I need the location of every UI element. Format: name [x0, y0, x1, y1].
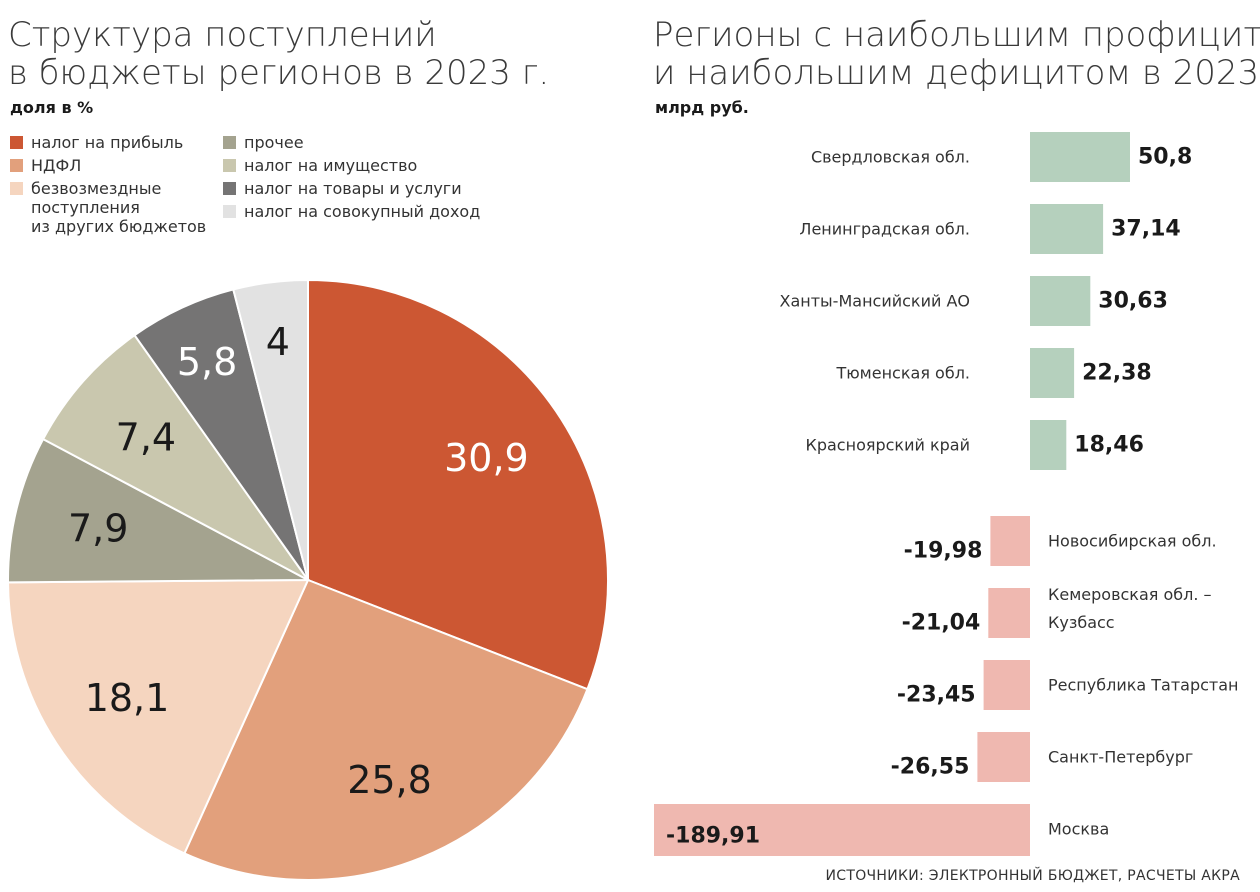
bar-unit-label: млрд руб. [655, 98, 749, 117]
bar-value-label: -23,45 [897, 683, 976, 708]
legend-swatch [10, 136, 23, 149]
legend-swatch [10, 182, 23, 195]
bar-value-label: 37,14 [1111, 217, 1181, 242]
pie-unit-label: доля в % [10, 98, 94, 117]
legend-item: налог на имущество [223, 156, 480, 175]
pie-slice-label: 5,8 [177, 340, 237, 384]
legend-item: НДФЛ [10, 156, 206, 175]
bar [1030, 204, 1104, 254]
bar-value-label: 22,38 [1082, 361, 1152, 386]
bar-category-label: Тюменская обл. [835, 364, 970, 383]
legend-swatch [10, 159, 23, 172]
bar-value-label: -19,98 [904, 539, 983, 564]
bar-chart: 50,8 Свердловская обл. 37,14 Ленинградская … [654, 132, 1239, 856]
pie-chart-title: Структура поступлений в бюджеты регионов… [8, 16, 549, 92]
legend-label: налог на прибыль [31, 133, 184, 152]
pie-slice [183, 578, 589, 881]
pie-slice-label: 7,9 [68, 507, 128, 551]
legend-label: прочее [244, 133, 304, 152]
bar-category-label: Республика Татарстан [1048, 676, 1239, 695]
bar-category-label: Санкт-Петербург [1048, 748, 1193, 767]
pie-title-line-1: Структура поступлений [8, 15, 437, 55]
bar-category-label: Москва [1048, 820, 1109, 839]
pie-slice [307, 278, 609, 691]
legend-label: налог на имущество [244, 156, 418, 175]
legend-item: налог на прибыль [10, 133, 206, 152]
legend-label: безвозмездные поступления из других бюдж… [31, 179, 207, 236]
bar-value-label: 30,63 [1098, 289, 1168, 314]
bar [983, 660, 1030, 710]
pie-slice [232, 278, 309, 581]
pie-slice-label: 18,1 [85, 676, 170, 720]
legend-item: прочее [223, 133, 480, 152]
bar [1030, 420, 1067, 470]
pie-slice [41, 333, 309, 581]
bar-category-label: Ханты-Мансийский АО [780, 292, 971, 311]
bar-value-label: 50,8 [1138, 145, 1192, 170]
bar [1030, 276, 1091, 326]
source-note: ИСТОЧНИКИ: ЭЛЕКТРОННЫЙ БЮДЖЕТ, РАСЧЕТЫ А… [825, 868, 1240, 884]
bar-value-label: -21,04 [902, 611, 981, 636]
bar [977, 732, 1030, 782]
legend-swatch [223, 159, 236, 172]
legend-column-2: прочее налог на имущество налог на товары … [223, 133, 480, 225]
pie-chart: 30,9 25,8 18,1 7,9 7,45,8 4 [7, 278, 609, 881]
legend-label: налог на совокупный доход [244, 202, 481, 221]
legend-swatch [223, 205, 236, 218]
bar-category-label: Новосибирская обл. [1048, 532, 1217, 551]
bar [990, 516, 1030, 566]
legend-label: налог на товары и услуги [244, 179, 462, 198]
bar-title-line-1: Регионы с наибольшим профицитом [653, 15, 1260, 55]
legend-item: безвозмездные поступления из других бюдж… [10, 179, 206, 236]
legend-label: НДФЛ [31, 156, 82, 175]
pie-slice-label: 25,8 [347, 758, 432, 802]
pie-title-line-2: в бюджеты регионов в 2023 г. [8, 53, 550, 93]
bar [1030, 348, 1075, 398]
bar [988, 588, 1030, 638]
legend-item: налог на товары и услуги [223, 179, 480, 198]
bar-category-label: Красноярский край [805, 436, 970, 455]
bar-title-line-2: и наибольшим дефицитом в 2023 г. [653, 53, 1260, 93]
legend-column-1: налог на прибыль НДФЛ безвозмездные поступ… [10, 133, 206, 240]
legend-item: налог на совокупный доход [223, 202, 480, 221]
legend-swatch [223, 136, 236, 149]
pie-slice [7, 437, 309, 584]
bar [1030, 132, 1130, 182]
bar-value-label: -189,91 [666, 824, 760, 849]
bar-chart-title: Регионы с наибольшим профицитом и наибол… [653, 16, 1260, 92]
pie-slice [7, 578, 310, 855]
bar-value-label: 18,46 [1074, 433, 1144, 458]
bar-value-label: -26,55 [891, 755, 970, 780]
bar [654, 804, 1030, 856]
pie-slice-label: 4 [266, 320, 290, 364]
bar-category-label: Ленинградская обл. [799, 220, 970, 239]
pie-slice-label: 30,9 [444, 436, 529, 480]
bar-category-label: Кемеровская обл. – Кузбасс [1048, 585, 1212, 632]
legend-swatch [223, 182, 236, 195]
pie-slice-label: 7,4 [116, 415, 176, 459]
bar-category-label: Свердловская обл. [811, 148, 970, 167]
